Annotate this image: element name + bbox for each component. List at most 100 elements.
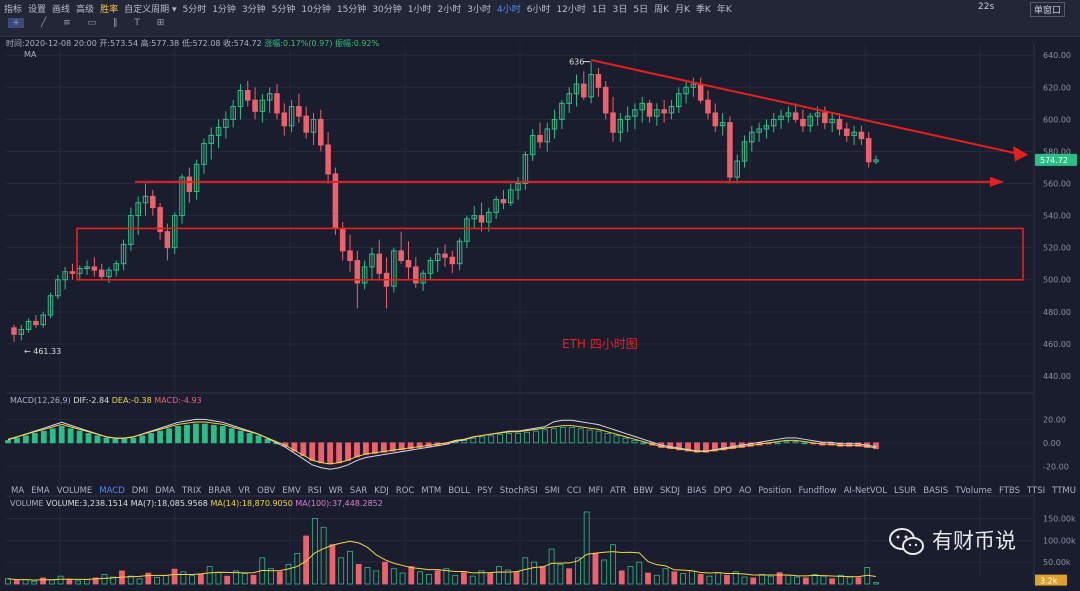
indicator-tab[interactable]: SMI (544, 486, 560, 496)
macd-bar (175, 426, 181, 444)
indicator-tab[interactable]: BIAS (687, 486, 707, 496)
text-tool-icon[interactable]: T (134, 18, 140, 28)
crosshair-icon[interactable]: + (8, 18, 24, 28)
toolbar-item[interactable]: 3小时 (467, 5, 491, 15)
macd-bar (488, 435, 495, 444)
toolbar-item[interactable]: 4小时 (496, 5, 521, 15)
toolbar-item[interactable]: 画线 (52, 5, 71, 15)
ma-label[interactable]: MA (24, 50, 37, 59)
indicator-tab[interactable]: BRAR (208, 486, 232, 496)
toolbar-item[interactable]: 6小时 (526, 5, 551, 15)
indicator-tab[interactable]: PSY (477, 486, 493, 496)
layout-button[interactable]: 单窗口 (1030, 2, 1066, 17)
volume-bar (531, 561, 537, 585)
volume-bar (794, 576, 800, 585)
toolbar-item[interactable]: 自定义周期 ▾ (124, 5, 177, 15)
indicator-tab[interactable]: StochRSI (499, 486, 538, 496)
toolbar-item[interactable]: 5分钟 (271, 5, 296, 15)
indicator-tab[interactable]: KDJ (374, 486, 389, 496)
toolbar-item[interactable]: 3分钟 (241, 5, 266, 15)
volume-bar (487, 573, 494, 585)
indicator-tab[interactable]: BOLL (448, 486, 471, 496)
indicator-tab[interactable]: TTMU (1052, 486, 1076, 496)
toolbar-item[interactable]: 12小时 (556, 5, 586, 15)
toolbar-item[interactable]: 15分钟 (336, 5, 367, 15)
toolbar-item[interactable]: 2小时 (437, 5, 462, 15)
volume-bar (574, 557, 581, 585)
indicator-tab[interactable]: FTBS (999, 486, 1021, 496)
indicator-tab[interactable]: EMA (31, 486, 50, 496)
toolbar-item[interactable]: 1日 (591, 5, 607, 15)
indicator-tab[interactable]: VR (238, 486, 251, 496)
toolbar-item[interactable]: 胜率 (100, 5, 119, 15)
toolbar-item[interactable]: 30分钟 (372, 5, 402, 15)
indicator-tab[interactable]: VOLUME (56, 486, 93, 496)
indicator-tab[interactable]: ATR (609, 486, 627, 496)
bars-tool-icon[interactable]: ‖ (112, 18, 118, 28)
toolbar-item[interactable]: 5日 (633, 5, 649, 15)
candle-body (113, 263, 120, 271)
candle-body (756, 128, 762, 133)
toolbar-item[interactable]: 1分钟 (212, 5, 236, 15)
toolbar-item[interactable]: 10分钟 (301, 5, 331, 15)
indicator-tab[interactable]: DMA (155, 486, 175, 496)
volume-bar (285, 563, 292, 585)
toolbar-item[interactable]: 1小时 (407, 5, 432, 15)
toolbar-item[interactable]: 季K (695, 5, 711, 15)
rect-tool-icon[interactable]: ▭ (87, 18, 97, 28)
volume-bar (136, 578, 143, 585)
indicator-tab[interactable]: EMV (282, 486, 301, 496)
toolbar-item[interactable]: 指标 (4, 5, 23, 15)
fib-tool-icon[interactable]: ≡ (63, 18, 71, 28)
volume-bar (671, 571, 678, 585)
macd-bar (49, 428, 56, 444)
indicator-tab[interactable]: OBV (257, 486, 276, 496)
indicator-tab[interactable]: TRIX (181, 486, 202, 496)
toolbar-item[interactable]: 月K (675, 5, 690, 15)
indicator-tab[interactable]: SAR (349, 486, 368, 496)
macd-bar (783, 441, 790, 444)
toolbar-item[interactable]: 设置 (28, 5, 47, 15)
indicator-tab[interactable]: BASIS (923, 486, 949, 496)
indicator-tab[interactable]: Position (758, 486, 792, 496)
toolbar-item[interactable]: 5分时 (182, 5, 207, 15)
macd-bar (506, 433, 513, 444)
indicator-tab[interactable]: MFI (588, 486, 603, 496)
indicator-tab[interactable]: Fundflow (798, 486, 837, 496)
indicator-tab[interactable]: DMI (131, 486, 149, 496)
toolbar-item[interactable]: 年K (716, 5, 732, 15)
macd-name[interactable]: MACD(12,26,9) (10, 396, 71, 405)
macd-bar (703, 442, 709, 453)
indicator-tab[interactable]: AI-NetVOL (843, 486, 887, 496)
indicator-tab[interactable]: TTSI (1027, 486, 1046, 496)
indicator-tab[interactable]: TVolume (955, 486, 992, 496)
indicator-tab[interactable]: SKDJ (660, 486, 681, 496)
indicator-tab[interactable]: MA (11, 486, 25, 496)
volume-bar (645, 572, 651, 585)
volume-bar (399, 572, 406, 585)
toolbar-item[interactable]: 高级 (76, 5, 95, 15)
last-price-tag (1035, 153, 1077, 166)
toolbar-item[interactable]: 3日 (612, 5, 628, 15)
macd-bar (219, 426, 226, 444)
indicator-tab[interactable]: ROC (395, 486, 415, 496)
indicator-tab[interactable]: AO (738, 486, 752, 496)
price-tick-label: 480.00 (1043, 308, 1071, 317)
indicator-tab[interactable]: MTM (421, 486, 442, 496)
indicator-tab[interactable]: RSI (307, 486, 322, 496)
toolbar-item[interactable]: 周K (654, 5, 669, 15)
volume-bar (347, 550, 353, 585)
volume-name[interactable]: VOLUME (10, 499, 44, 508)
volume-bar (478, 570, 485, 585)
line-tool-icon[interactable]: ╱ (40, 18, 47, 28)
indicator-tab[interactable]: BBW (633, 486, 654, 496)
price-tick-label: 600.00 (1043, 115, 1071, 124)
candle-body (164, 231, 171, 249)
indicator-tab[interactable]: DPO (713, 486, 732, 496)
indicator-tab[interactable]: LSUR (893, 486, 917, 496)
measure-tool-icon[interactable]: ⊞ (156, 18, 165, 28)
indicator-tab[interactable]: MACD (99, 486, 125, 496)
indicator-tab[interactable]: WR (328, 486, 343, 496)
indicator-tab[interactable]: CCI (566, 486, 582, 496)
